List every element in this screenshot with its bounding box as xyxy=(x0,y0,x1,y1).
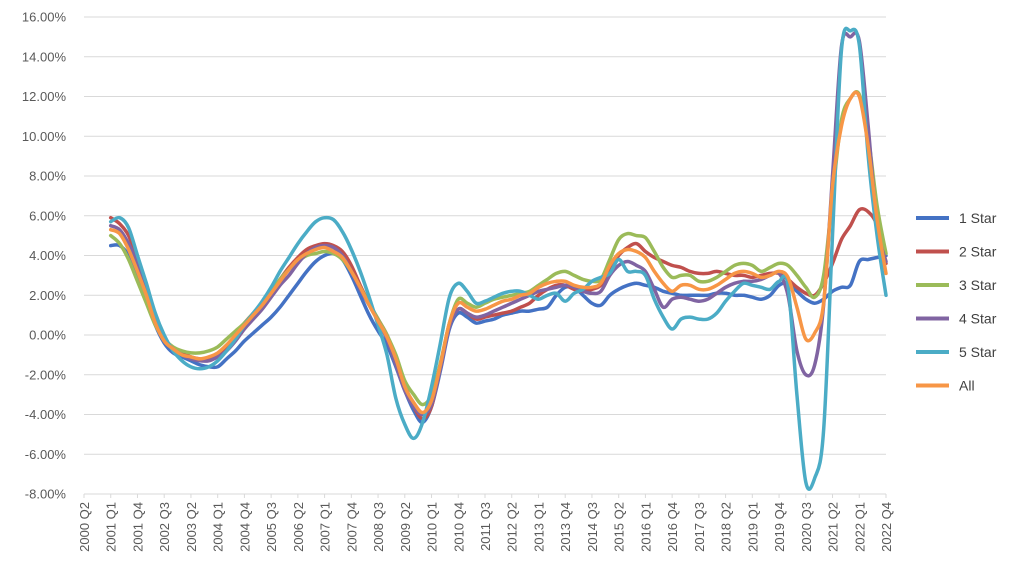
axes: 16.00% 14.00% 12.00% 10.00% 8.00% 6.00% 4.00% 2… xyxy=(22,10,894,552)
x-tick-label: 2017 Q3 xyxy=(692,502,707,552)
x-tick-label: 2018 Q2 xyxy=(719,502,734,552)
x-tick-label: 2010 Q1 xyxy=(425,502,440,552)
x-tick-label: 2016 Q1 xyxy=(638,502,653,552)
x-tick-label: 2008 Q3 xyxy=(371,502,386,552)
x-tick-label: 2012 Q2 xyxy=(505,502,520,552)
x-tick-label: 2007 Q1 xyxy=(318,502,333,552)
y-tick-label: 12.00% xyxy=(22,89,67,104)
series-line-1-star xyxy=(108,243,888,425)
legend-label: All xyxy=(959,378,975,394)
x-tick-label: 2006 Q2 xyxy=(291,502,306,552)
y-tick-label: -2.00% xyxy=(25,367,67,382)
y-tick-label: 2.00% xyxy=(29,288,66,303)
x-tick-label: 2014 Q3 xyxy=(585,502,600,552)
x-tick-label: 2016 Q4 xyxy=(665,502,680,552)
y-tick-label: 0.00% xyxy=(29,328,66,343)
y-tick-label: 10.00% xyxy=(22,129,67,144)
y-tick-label: 16.00% xyxy=(22,10,67,25)
y-tick-label: 14.00% xyxy=(22,49,67,64)
x-tick-label: 2002 Q3 xyxy=(157,502,172,552)
x-tick-label: 2009 Q2 xyxy=(398,502,413,552)
x-tick-label: 2021 Q2 xyxy=(826,502,841,552)
series-line-2-star xyxy=(108,206,888,421)
x-tick-label: 2004 Q4 xyxy=(237,502,252,552)
x-tick-label: 2019 Q4 xyxy=(772,502,787,552)
series-lines xyxy=(108,26,888,491)
x-tick-label: 2022 Q4 xyxy=(879,502,894,552)
x-tick-label: 2013 Q4 xyxy=(558,502,573,552)
gridlines xyxy=(84,16,886,495)
x-tick-label: 2019 Q1 xyxy=(745,502,760,552)
legend-label: 5 Star xyxy=(959,344,997,360)
series-line-3-star xyxy=(108,90,888,407)
y-tick-label: -8.00% xyxy=(25,487,67,502)
x-tick-label: 2003 Q2 xyxy=(184,502,199,552)
legend-label: 2 Star xyxy=(959,244,997,260)
legend: 1 Star 2 Star 3 Star 4 Star 5 Star All xyxy=(916,210,997,394)
x-tick-label: 2011 Q3 xyxy=(478,502,493,551)
x-tick-label: 2010 Q4 xyxy=(451,502,466,552)
x-tick-label: 2000 Q2 xyxy=(77,502,92,552)
x-tick-label: 2004 Q1 xyxy=(211,502,226,552)
y-tick-label: -6.00% xyxy=(25,447,67,462)
series-line-all xyxy=(108,90,888,415)
x-tick-label: 2020 Q3 xyxy=(799,502,814,552)
x-tick-label: 2013 Q1 xyxy=(531,502,546,552)
y-tick-label: 6.00% xyxy=(29,208,66,223)
x-tick-label: 2005 Q3 xyxy=(264,502,279,552)
x-tick-label: 2015 Q2 xyxy=(612,502,627,552)
legend-label: 1 Star xyxy=(959,210,997,226)
legend-label: 3 Star xyxy=(959,277,997,293)
x-tick-label: 2001 Q1 xyxy=(104,502,119,552)
series-line-5-star xyxy=(108,26,888,491)
x-tick-label: 2007 Q4 xyxy=(344,502,359,552)
legend-label: 4 Star xyxy=(959,311,997,327)
y-tick-label: -4.00% xyxy=(25,407,67,422)
y-tick-label: 8.00% xyxy=(29,169,66,184)
y-tick-label: 4.00% xyxy=(29,248,66,263)
x-tick-label: 2001 Q4 xyxy=(130,502,145,552)
x-tick-label: 2022 Q1 xyxy=(852,502,867,552)
